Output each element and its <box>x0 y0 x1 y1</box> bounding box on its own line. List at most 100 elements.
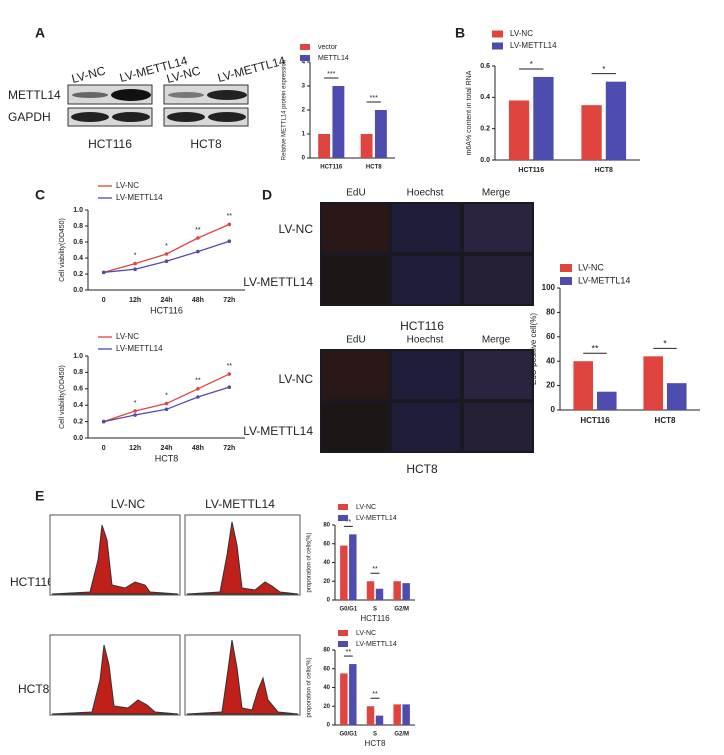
bar <box>393 581 401 600</box>
bar <box>360 134 373 158</box>
y-tick-label: 60 <box>323 666 330 672</box>
x-axis-label: HCT8 <box>365 739 386 748</box>
western-blot: LV-NC LV-METTL14 LV-NC LV-METTL14 METTL1… <box>8 53 287 151</box>
legend-swatch <box>338 515 348 521</box>
row-label: LV-METTL14 <box>243 275 313 289</box>
histogram-frame <box>184 514 301 596</box>
panel-label: C <box>35 187 45 203</box>
panel-label: A <box>35 25 45 41</box>
y-axis-label: proporation of cells(%) <box>307 532 313 592</box>
y-tick-label: 40 <box>546 356 555 365</box>
band <box>207 90 247 100</box>
marker <box>196 236 200 240</box>
y-tick-label: 0 <box>302 156 306 162</box>
panel-label: E <box>35 488 44 504</box>
y-tick-label: 0.8 <box>73 223 83 230</box>
y-tick-label: 0.6 <box>73 386 83 393</box>
y-tick-label: 80 <box>323 648 330 654</box>
x-tick-label: 0 <box>102 297 106 304</box>
band <box>71 112 109 122</box>
micrograph <box>322 403 388 451</box>
band <box>208 112 246 122</box>
bar <box>581 105 602 160</box>
caption: HCT8 <box>406 462 438 476</box>
micrograph <box>322 204 388 252</box>
significance-label: ** <box>195 227 201 234</box>
y-tick-label: 1 <box>302 132 306 138</box>
significance-label: * <box>134 252 137 259</box>
legend-label: LV-METTL14 <box>116 193 163 202</box>
x-tick-label: G2/M <box>394 732 409 738</box>
row-label: LV-NC <box>279 222 314 236</box>
x-tick-label: 48h <box>192 297 204 304</box>
marker <box>133 267 137 272</box>
y-tick-label: 80 <box>323 523 330 529</box>
y-tick-label: 0.0 <box>480 157 490 164</box>
y-tick-label: 0 <box>327 723 331 729</box>
significance-label: *** <box>370 95 378 102</box>
legend-label: METTL14 <box>318 55 349 62</box>
y-axis-label: EdU-positive cell(%) <box>529 313 538 385</box>
y-tick-label: 0.0 <box>73 435 83 442</box>
significance-label: ** <box>227 213 233 220</box>
y-tick-label: 20 <box>546 381 555 390</box>
x-tick-label: HCT116 <box>518 167 544 174</box>
panel-label: B <box>455 25 465 41</box>
row-label: LV-NC <box>279 372 314 386</box>
y-tick-label: 60 <box>323 541 330 547</box>
bar <box>332 86 345 158</box>
marker <box>227 372 232 376</box>
marker <box>133 409 137 413</box>
legend-swatch <box>300 44 310 50</box>
bar <box>375 715 384 725</box>
legend-label: LV-METTL14 <box>578 275 630 285</box>
column-label: LV-METTL14 <box>205 497 275 511</box>
y-tick-label: 40 <box>323 560 330 566</box>
row-label: METTL14 <box>8 88 61 102</box>
x-tick-label: HCT8 <box>595 167 613 174</box>
marker <box>101 270 106 275</box>
micrograph <box>392 351 460 399</box>
significance-label: ** <box>346 519 352 526</box>
flow-histograms: LV-NC LV-METTL14 HCT116 HCT8 <box>10 497 301 716</box>
x-tick-label: HCT116 <box>320 165 343 171</box>
x-tick-label: G0/G1 <box>339 732 357 738</box>
legend-label: LV-NC <box>116 181 139 190</box>
column-label: LV-NC <box>111 497 146 511</box>
legend-swatch <box>338 630 348 636</box>
column-label: Hoechst <box>407 335 444 346</box>
legend-label: LV-NC <box>116 332 139 341</box>
bar <box>366 581 375 600</box>
bar <box>340 673 348 725</box>
y-tick-label: 0.2 <box>480 126 490 133</box>
bar <box>643 356 664 410</box>
band <box>112 112 150 122</box>
column-label: Merge <box>482 335 511 346</box>
significance-label: * <box>134 400 137 407</box>
panel-label: D <box>262 187 272 203</box>
bar <box>340 545 348 600</box>
band <box>72 92 108 98</box>
y-tick-label: 0.4 <box>480 94 490 101</box>
legend-label: LV-NC <box>356 504 376 511</box>
y-tick-label: 1.0 <box>73 353 83 360</box>
significance-label: ** <box>195 378 201 385</box>
histogram-frame <box>184 634 301 716</box>
marker <box>133 413 137 417</box>
x-tick-label: 0 <box>102 445 106 452</box>
x-tick-label: 72h <box>223 445 235 452</box>
significance-label: * <box>602 65 605 74</box>
y-tick-label: 20 <box>323 704 330 710</box>
marker <box>196 387 200 391</box>
micrograph <box>464 256 532 304</box>
column-label: Merge <box>482 188 511 199</box>
legend-swatch <box>560 277 572 285</box>
row-label: HCT116 <box>10 575 54 589</box>
y-tick-label: 4 <box>302 60 306 66</box>
legend-swatch <box>492 42 503 50</box>
significance-label: * <box>165 243 168 250</box>
x-tick-label: 72h <box>223 297 235 304</box>
significance-label: ** <box>591 344 599 354</box>
